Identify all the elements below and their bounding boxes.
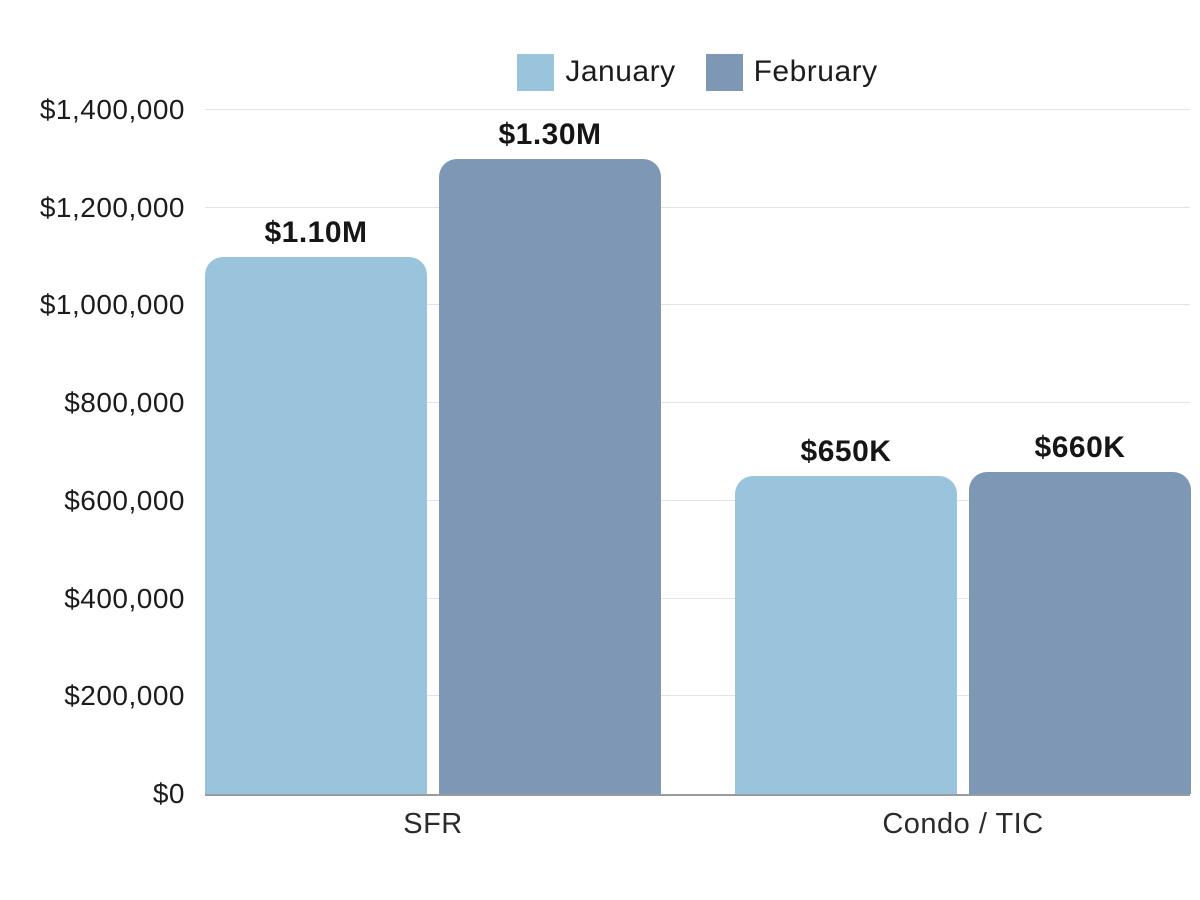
legend-item-february[interactable]: February [705, 53, 878, 91]
gridline [205, 402, 1190, 404]
y-axis-label: $400,000 [64, 582, 185, 614]
y-axis-label: $1,000,000 [39, 289, 185, 321]
gridline [205, 597, 1190, 599]
x-axis-label-sfr: SFR [403, 808, 463, 840]
y-axis: $1,400,000 $1,200,000 $1,000,000 $800,000 $6… [0, 96, 185, 808]
x-axis-label-condo-tic: Condo / TIC [882, 808, 1044, 840]
bar-value-label: $650K [800, 435, 892, 469]
legend-swatch-january-icon [517, 53, 555, 91]
y-axis-label: $1,200,000 [39, 191, 185, 223]
gridline [205, 499, 1190, 501]
bar-sfr-january[interactable] [205, 256, 427, 794]
x-axis: SFR Condo / TIC [205, 808, 1190, 852]
bar-sfr-february[interactable] [439, 158, 661, 794]
bar-value-label: $660K [1034, 430, 1126, 464]
legend-swatch-february-icon [705, 53, 743, 91]
legend-label-january: January [565, 55, 676, 88]
legend-item-january[interactable]: January [517, 53, 676, 91]
legend-label-february: February [753, 55, 878, 88]
gridline [205, 206, 1190, 208]
legend: January February [205, 52, 1190, 92]
plot-area: $1.10M $1.30M $650K $660K [205, 109, 1191, 796]
bar-condo-tic-february[interactable] [969, 471, 1191, 794]
y-axis-label: $600,000 [64, 484, 185, 516]
x-axis-baseline [205, 794, 1190, 796]
gridline [205, 695, 1190, 697]
gridline [205, 304, 1190, 306]
bar-value-label: $1.10M [264, 215, 368, 249]
bar-value-label: $1.30M [498, 117, 602, 151]
y-axis-label: $0 [152, 778, 185, 809]
y-axis-label: $800,000 [64, 387, 185, 419]
gridline [205, 109, 1190, 110]
y-axis-label: $200,000 [64, 680, 185, 712]
bar-condo-tic-january[interactable] [735, 476, 957, 794]
y-axis-label: $1,400,000 [39, 94, 185, 125]
